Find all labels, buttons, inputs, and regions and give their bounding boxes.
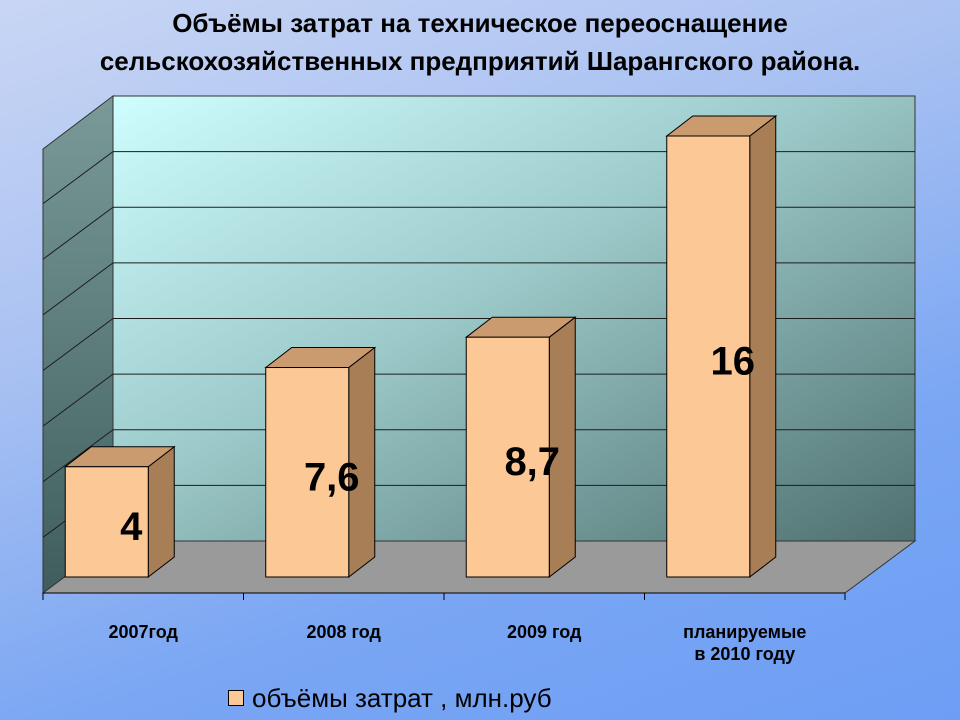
chart-title: Объёмы затрат на техническое переоснащен… [0, 4, 960, 80]
x-tick-label: 2008 год [307, 622, 382, 642]
gridline [42, 429, 915, 483]
bar-side [147, 445, 175, 579]
chart-title-line-2: сельскохозяйственных предприятий Шарангс… [99, 46, 861, 76]
x-tick-label: планируемые [683, 622, 806, 642]
gridline [42, 318, 915, 371]
x-tick-label: 2009 год [507, 622, 582, 642]
bar-chart: 4 2007год 7,6 2008 год 8,7 2009 год 16 планируе… [41, 94, 917, 664]
bar [666, 135, 751, 578]
gridline [42, 151, 915, 205]
bar [465, 336, 550, 578]
legend-swatch [228, 690, 244, 706]
bar [265, 367, 350, 578]
gridline [42, 262, 915, 316]
legend: объёмы затрат , млн.руб [228, 680, 552, 716]
gridline [42, 373, 915, 427]
gridline [42, 206, 915, 260]
data-label: 7,6 [304, 455, 360, 499]
x-tick-label: в 2010 году [694, 644, 795, 664]
legend-label: объёмы затрат , млн.руб [252, 682, 552, 713]
bar [64, 466, 149, 578]
data-label: 4 [120, 505, 143, 549]
data-label: 8,7 [504, 440, 560, 484]
chart-title-line-1: Объёмы затрат на техническое переоснащен… [172, 8, 788, 38]
x-tick-label: 2007год [109, 622, 179, 642]
data-label: 16 [711, 340, 756, 384]
